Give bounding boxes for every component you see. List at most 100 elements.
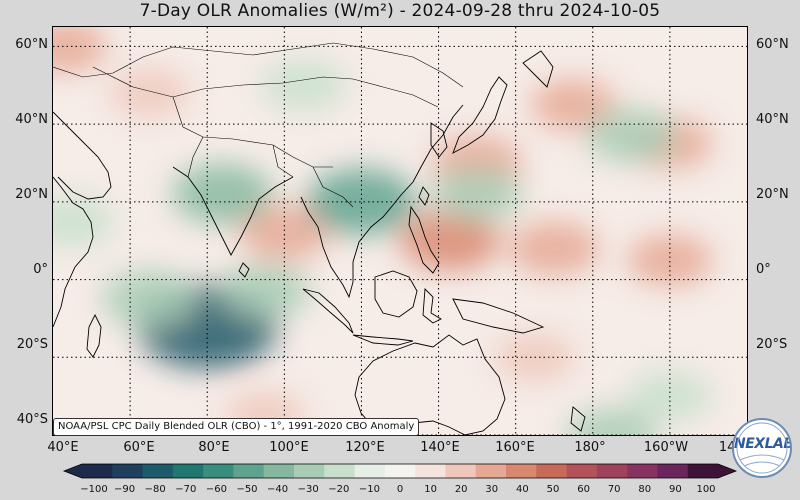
- colorbar-segment: [687, 464, 719, 478]
- lat-label-40n-left: 40°N: [15, 112, 48, 127]
- colorbar-segment: [233, 464, 265, 478]
- lat-label-40n-right: 40°N: [756, 112, 789, 127]
- colorbar-tick-label: −80: [144, 484, 166, 495]
- map-title: 7-Day OLR Anomalies (W/m²) - 2024-09-28 …: [139, 1, 661, 21]
- colorbar-tick-label: 90: [669, 484, 682, 495]
- anomaly-region-6: [400, 210, 501, 271]
- colorbar-segment: [506, 464, 537, 478]
- colorbar-segment: [294, 464, 325, 478]
- coastline-korea: [430, 122, 448, 158]
- lat-label-60n-left: 60°N: [15, 37, 48, 52]
- colorbar-segment: [627, 464, 658, 478]
- colorbar-tick-label: 50: [546, 484, 560, 495]
- olr-anomaly-map: [52, 26, 748, 436]
- colorbar-tick-label: 60: [577, 484, 590, 495]
- anomaly-region-15: [220, 264, 311, 319]
- colorbar-segment: [203, 464, 234, 478]
- colorbar-segment: [445, 464, 477, 478]
- anomaly-region-11: [306, 168, 417, 235]
- lon-label-80e: 80°E: [198, 440, 230, 455]
- colorbar-segment: [354, 464, 386, 478]
- lat-label-20s-right: 20°S: [756, 337, 788, 352]
- coastline-borneo: [374, 270, 418, 318]
- coastline-africa: [53, 176, 94, 328]
- anomaly-region-16: [261, 59, 347, 111]
- lat-label-40s-left: 40°S: [16, 412, 48, 427]
- anomaly-region-12: [172, 164, 273, 225]
- coastline-newzealand: [570, 406, 586, 432]
- lon-label-160w: 160°W: [643, 440, 689, 455]
- colorbar-tick-label: 0: [396, 484, 404, 495]
- colorbar-tick-label: −70: [175, 484, 197, 495]
- colorbar-segment: [596, 464, 628, 478]
- coastline-arabia: [53, 111, 112, 200]
- colorbar-segment: [475, 464, 507, 478]
- coastline-indochina: [300, 104, 464, 299]
- coastline-madagascar: [86, 313, 102, 358]
- colorbar-max-extension: [718, 464, 736, 478]
- anomaly-region-19: [567, 408, 658, 435]
- nexlab-logo: NEXLAB: [732, 418, 792, 478]
- anomaly-region-1: [109, 69, 190, 118]
- colorbar-tick-label: 70: [607, 484, 621, 495]
- globe-icon: [736, 422, 788, 474]
- lon-label-120e: 120°E: [345, 440, 385, 455]
- anomaly-region-3: [531, 79, 616, 131]
- lon-label-160e: 160°E: [495, 440, 535, 455]
- colorbar-tick-label: −30: [297, 484, 319, 495]
- colorbar-tick-label: −60: [205, 484, 227, 495]
- logo-wordmark: NEXLAB: [734, 436, 792, 452]
- colorbar-tick-label: 30: [485, 484, 499, 495]
- lon-label-180: 180°: [574, 440, 606, 455]
- anomaly-region-21: [53, 195, 115, 247]
- colorbar-tick-label: −90: [114, 484, 136, 495]
- coastline-srilanka: [238, 262, 250, 278]
- coastline-philippines: [408, 205, 440, 274]
- colorbar-segment: [263, 464, 295, 478]
- lat-label-20n-left: 20°N: [15, 187, 48, 202]
- colorbar-segment: [536, 464, 568, 478]
- coastline-kamchatka: [522, 50, 554, 88]
- colorbar-outline: [62, 463, 738, 479]
- coastline-japan: [452, 76, 508, 154]
- anomaly-region-7: [509, 221, 600, 276]
- coastline-sumatra: [302, 288, 354, 334]
- lon-label-40e: 40°E: [47, 440, 79, 455]
- colorbar-tick-label: −100: [80, 484, 108, 495]
- colorbar-tick-label: 80: [638, 484, 652, 495]
- colorbar-tick-label: 10: [424, 484, 437, 495]
- data-source-label: NOAA/PSL CPC Daily Blended OLR (CBO) - 1…: [53, 418, 420, 436]
- anomaly-region-8: [627, 234, 713, 286]
- lat-label-20n-right: 20°N: [756, 187, 789, 202]
- coastline-newguinea: [452, 298, 545, 334]
- coastline-java: [352, 334, 414, 346]
- lat-label-eq-right: 0°: [756, 262, 771, 277]
- coastline-india: [172, 166, 294, 256]
- colorbar-segment: [172, 464, 204, 478]
- lon-label-100e: 100°E: [269, 440, 309, 455]
- colorbar: [62, 463, 738, 479]
- coastline-taiwan: [418, 186, 430, 206]
- colorbar-tick-label: −40: [267, 484, 289, 495]
- lat-label-eq-left: 0°: [33, 262, 48, 277]
- colorbar-tick-label: −50: [236, 484, 258, 495]
- country-borders: [53, 42, 464, 208]
- colorbar-tick-label: −20: [328, 484, 350, 495]
- lat-label-60n-right: 60°N: [756, 37, 789, 52]
- lon-label-140e: 140°E: [420, 440, 460, 455]
- anomaly-region-0: [53, 27, 108, 72]
- colorbar-segment: [142, 464, 174, 478]
- colorbar-segment: [112, 464, 144, 478]
- anomaly-region-20: [432, 167, 523, 222]
- colorbar-tick-label: −10: [358, 484, 380, 495]
- colorbar-tick-label: 40: [516, 484, 529, 495]
- lon-label-60e: 60°E: [123, 440, 155, 455]
- colorbar-segment: [415, 464, 446, 478]
- colorbar-tick-label: 20: [454, 484, 468, 495]
- lat-label-20s-left: 20°S: [16, 337, 48, 352]
- colorbar-segment: [82, 464, 113, 478]
- colorbar-segment: [566, 464, 598, 478]
- colorbar-segment: [384, 464, 416, 478]
- anomaly-region-17: [586, 108, 677, 163]
- colorbar-tick-label: 100: [696, 484, 716, 495]
